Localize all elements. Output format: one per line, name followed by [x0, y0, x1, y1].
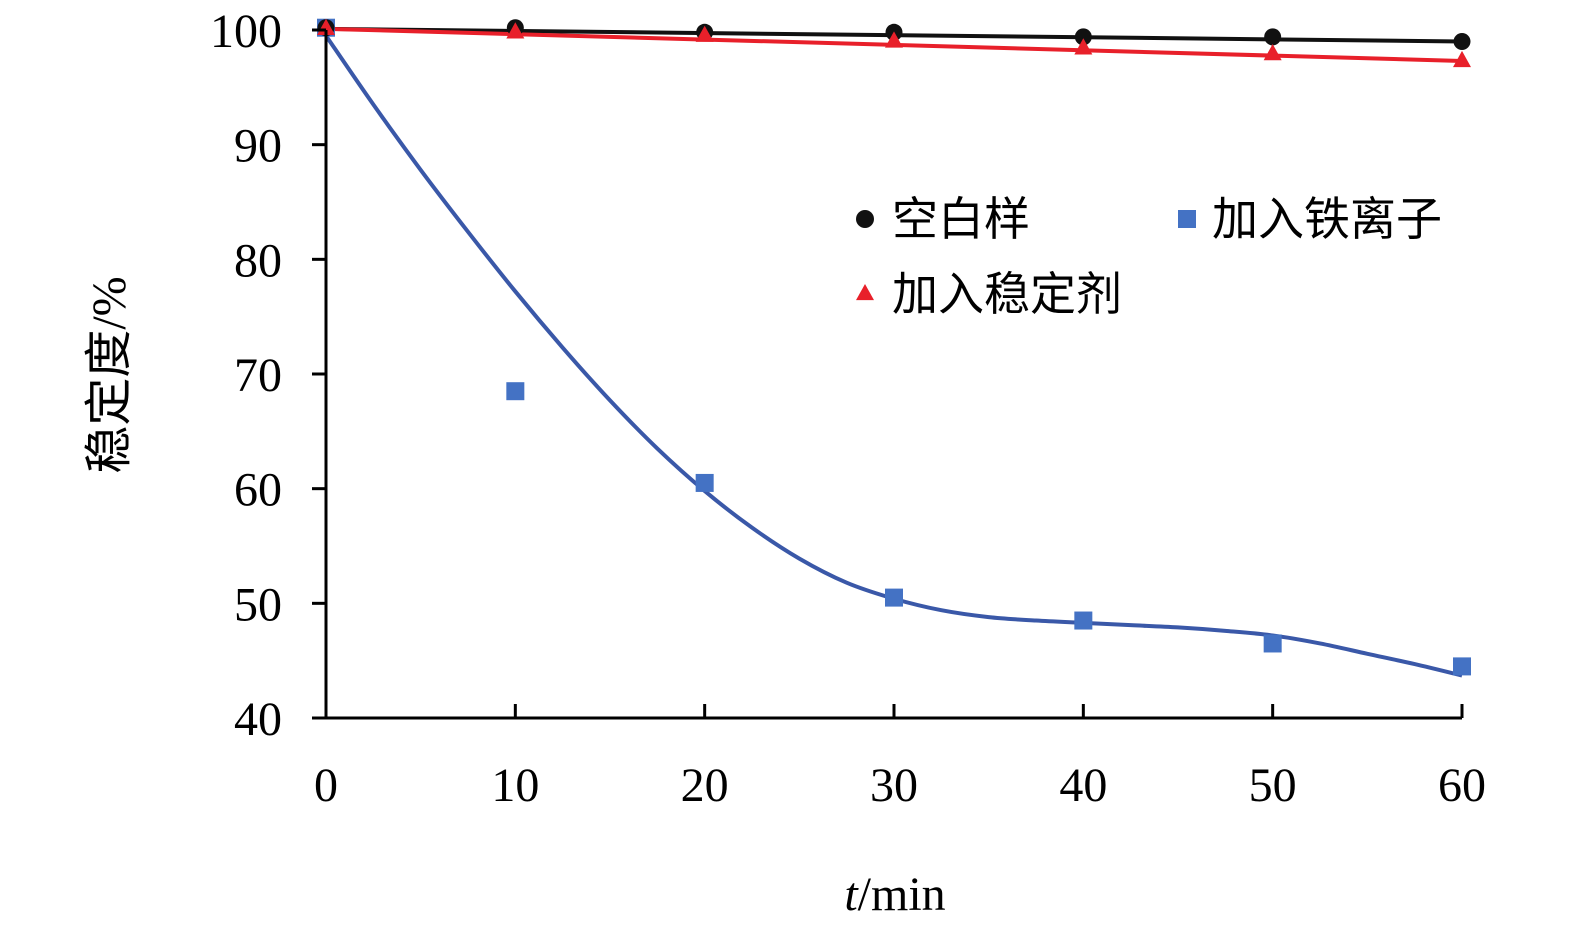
series-1-point-20: [695, 473, 714, 492]
legend-marker-series-0: [856, 210, 874, 228]
series-2-point-50: [1263, 44, 1282, 61]
x-tick-label-10: 10: [491, 759, 539, 812]
y-tick-label-90: 90: [234, 120, 282, 173]
markers-layer: [317, 18, 1471, 676]
series-0-point-40: [1074, 28, 1092, 46]
series-2-point-60: [1453, 50, 1471, 68]
legend-item-series-2: 加入稳定剂: [856, 269, 1122, 320]
series-1-point-40: [1074, 611, 1093, 630]
x-axis-title: t/min: [844, 868, 945, 921]
legend-item-series-1: 加入铁离子: [1178, 194, 1442, 245]
x-tick-label-0: 0: [314, 759, 338, 812]
legend-marker-series-1: [1178, 210, 1196, 228]
series-1-point-50: [1263, 634, 1282, 653]
x-axis-title-unit: /min: [858, 868, 946, 921]
y-tick-label-100: 100: [210, 5, 282, 58]
series-2-point-10: [506, 22, 525, 39]
series-2-point-20: [695, 25, 714, 42]
y-tick-label-80: 80: [234, 234, 282, 287]
x-tick-label-60: 60: [1438, 759, 1486, 812]
fit-lines-layer: [324, 26, 1463, 678]
series-1-fit-curve: [324, 34, 1463, 678]
series-0-point-50: [1264, 28, 1282, 46]
legend-label-series-1: 加入铁离子: [1212, 194, 1442, 245]
y-tick-label-70: 70: [234, 349, 282, 402]
series-1-point-30: [885, 588, 903, 607]
series-0-point-60: [1453, 32, 1471, 50]
x-axis-title-variable: t: [844, 868, 859, 921]
legend-label-series-0: 空白样: [892, 194, 1030, 245]
legend-label-series-2: 加入稳定剂: [892, 269, 1122, 320]
x-tick-label-30: 30: [870, 759, 918, 812]
legend-item-series-0: 空白样: [856, 194, 1030, 245]
x-tick-label-50: 50: [1249, 759, 1297, 812]
x-tick-label-20: 20: [681, 759, 729, 812]
y-axis-title: 稳定度/%: [83, 276, 136, 473]
y-tick-label-40: 40: [234, 693, 282, 746]
x-tick-label-40: 40: [1059, 759, 1107, 812]
y-tick-label-50: 50: [234, 578, 282, 631]
series-2-point-30: [885, 31, 903, 48]
y-tick-label-60: 60: [234, 464, 282, 517]
series-2-point-40: [1074, 38, 1093, 55]
legend-marker-series-2: [856, 283, 874, 301]
series-1-point-60: [1453, 657, 1471, 676]
axes-layer: [324, 30, 1462, 720]
series-1-point-10: [506, 382, 525, 401]
x-ticks-layer: 0 10 20 30 40 50 60: [314, 704, 1486, 812]
y-ticks-layer: 40 50 60 70 80 90 100: [210, 5, 326, 746]
